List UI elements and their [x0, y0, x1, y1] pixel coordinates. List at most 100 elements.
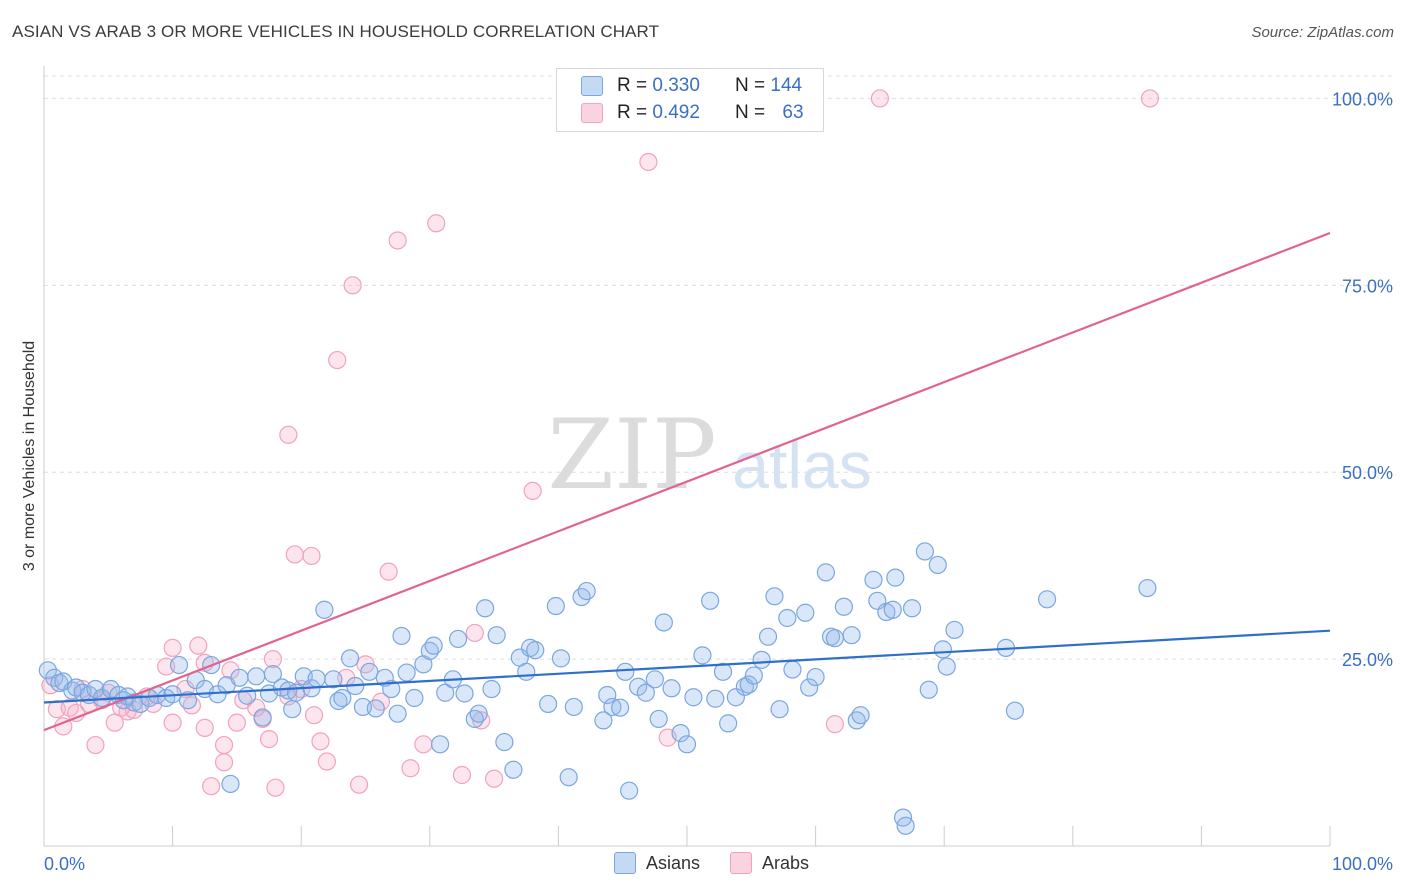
asian-point — [825, 629, 844, 648]
asian-point — [495, 732, 514, 752]
arab-point — [401, 759, 420, 778]
arabs-swatch — [581, 103, 603, 123]
legend: R = 0.330 N = 144 R = 0.492 N = 63 — [556, 68, 824, 132]
asian-point — [551, 649, 571, 668]
arab-point — [163, 713, 182, 732]
asian-point — [620, 781, 639, 800]
asian-point — [221, 774, 240, 794]
asian-point — [38, 661, 57, 680]
arabs-legend-swatch — [730, 852, 753, 874]
arab-point — [343, 276, 362, 295]
asian-point — [430, 735, 450, 754]
asian-point — [340, 649, 360, 668]
arab-point — [285, 545, 304, 564]
asian-point — [816, 563, 835, 582]
arab-point — [379, 562, 398, 581]
asian-point — [945, 620, 964, 640]
asian-point — [230, 668, 249, 687]
asian-point — [636, 683, 655, 702]
asian-point — [842, 626, 861, 645]
asian-point — [744, 666, 763, 685]
asian-point — [928, 555, 947, 575]
asian-point — [693, 646, 712, 665]
trend-lines — [43, 231, 1331, 732]
asian-point — [283, 700, 302, 719]
asian-point — [739, 675, 758, 694]
asian-point — [263, 664, 283, 684]
asian-point — [392, 626, 411, 646]
asian-point — [178, 691, 198, 710]
arab-point — [1140, 89, 1160, 108]
x-tick-label-end: 100.0% — [1332, 854, 1393, 874]
watermark-zip: ZIP — [547, 399, 716, 511]
asian-point — [397, 663, 416, 682]
asian-point — [778, 608, 797, 628]
asian-point — [475, 599, 495, 618]
arab-point — [163, 638, 182, 657]
asian-point — [375, 668, 394, 687]
arabs-r-value: 0.492 — [652, 102, 700, 123]
asian-point — [86, 679, 105, 699]
asian-point — [671, 724, 690, 743]
arab-point — [639, 152, 658, 172]
asian-point — [654, 613, 673, 632]
arab-point — [214, 753, 234, 772]
asians-swatch — [581, 76, 603, 96]
asians-r-value: 0.330 — [652, 75, 700, 96]
asian-point — [577, 581, 596, 601]
arab-point — [279, 425, 298, 444]
asians-legend-label: Asians — [646, 852, 701, 873]
asian-point — [933, 640, 953, 659]
arabs-n-value: 63 — [782, 102, 804, 123]
asian-point — [800, 678, 819, 697]
asian-point — [1005, 701, 1025, 720]
arab-point — [485, 769, 504, 788]
asian-point — [649, 709, 668, 729]
arab-point — [266, 778, 285, 797]
asian-point — [896, 816, 915, 835]
asian-point — [360, 662, 379, 681]
arab-point — [825, 715, 844, 734]
y-tick-label: 100.0% — [1332, 89, 1393, 109]
asian-point — [315, 600, 334, 619]
arab-point — [105, 713, 124, 732]
arab-point — [328, 350, 347, 370]
arab-point — [304, 706, 324, 725]
arab-point — [302, 546, 321, 566]
tick-labels: 25.0% 50.0% 75.0% 100.0% 0.0% 100.0% — [44, 89, 1393, 874]
asian-point — [366, 699, 385, 718]
arab-point — [414, 735, 433, 754]
asian-point — [526, 641, 545, 660]
asian-point — [796, 603, 815, 622]
asian-point — [455, 684, 474, 703]
arab-point — [227, 713, 246, 732]
asian-point — [382, 679, 401, 699]
asian-point — [424, 636, 443, 655]
chart-title: ASIAN VS ARAB 3 OR MORE VEHICLES IN HOUS… — [12, 22, 660, 41]
asians-legend-swatch — [614, 852, 636, 874]
asian-point — [719, 714, 738, 733]
asian-point — [902, 599, 922, 618]
asian-point — [662, 679, 681, 698]
bottom-legend-arabs: Arabs — [730, 852, 809, 874]
asian-point — [752, 650, 771, 669]
asian-point — [504, 760, 523, 779]
asian-point — [645, 670, 664, 689]
arab-point — [86, 735, 105, 755]
axes — [43, 66, 1331, 847]
y-tick-label: 50.0% — [1342, 463, 1393, 483]
asians-points — [38, 542, 1157, 835]
asian-point — [1138, 578, 1157, 598]
arab-point — [523, 481, 542, 501]
arabs-legend-label: Arabs — [762, 852, 810, 873]
asian-point — [482, 679, 501, 699]
arab-point — [259, 729, 279, 749]
arab-point — [189, 636, 208, 655]
watermark: ZIP atlas — [547, 399, 871, 511]
legend-row-arabs: R = 0.492 N = 63 — [581, 101, 804, 125]
asian-point — [765, 587, 784, 606]
asian-point — [307, 669, 326, 688]
arab-point — [311, 732, 330, 751]
asian-point — [1037, 590, 1057, 609]
asian-point — [770, 700, 789, 719]
